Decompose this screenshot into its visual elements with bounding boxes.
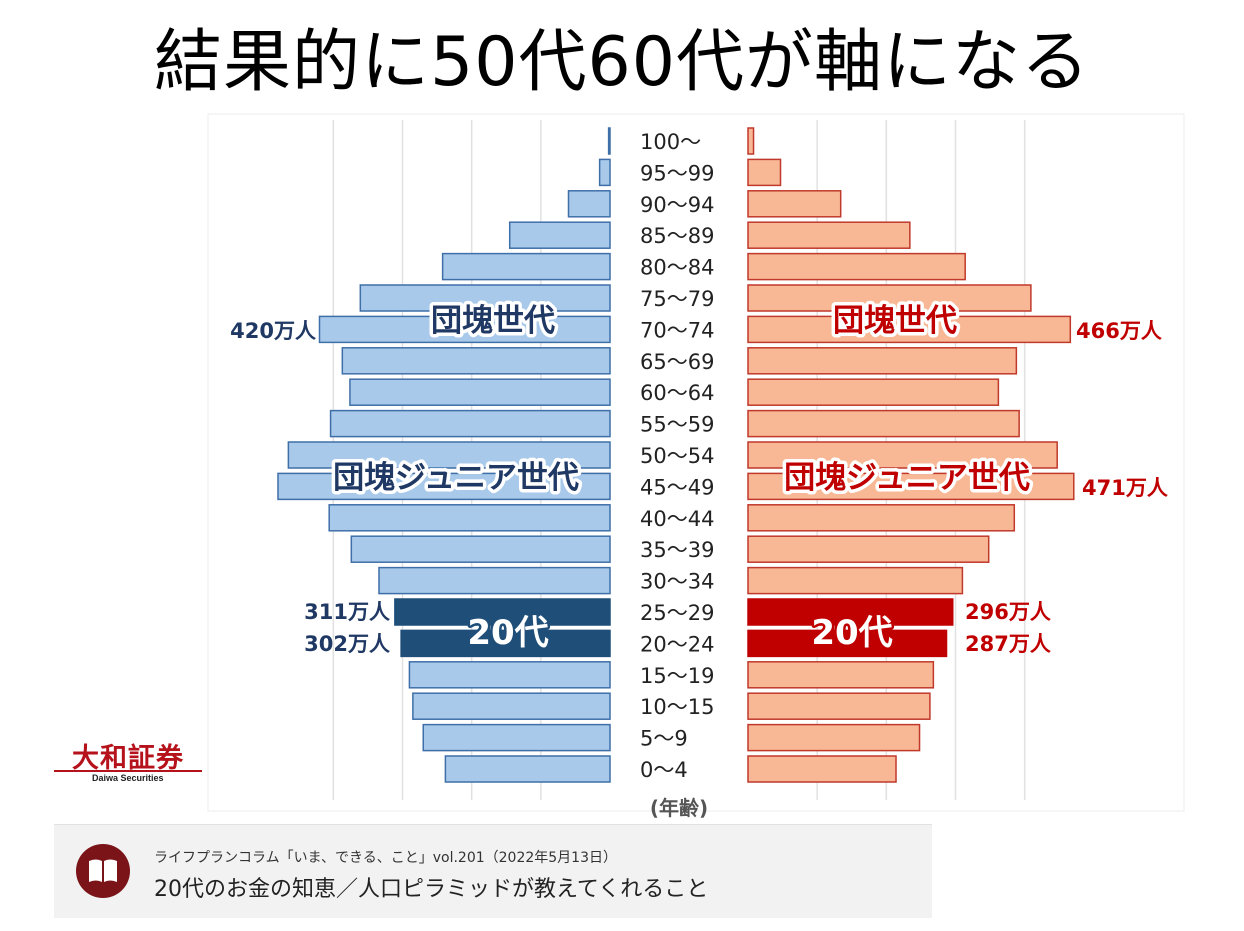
age-tick-label: 45〜49 xyxy=(640,475,714,499)
age-tick-label: 25〜29 xyxy=(640,601,714,625)
age-tick-label: 20〜24 xyxy=(640,632,714,656)
bar-right-14 xyxy=(747,566,964,595)
bar-left-4 xyxy=(441,252,611,281)
age-tick-label: 0〜4 xyxy=(640,758,688,782)
bar-left-2 xyxy=(567,190,611,218)
bar-right-11 xyxy=(747,472,1075,501)
bar-right-12 xyxy=(747,504,1016,532)
value-left-20-24: 302万人 xyxy=(304,632,390,656)
bar-right-3 xyxy=(747,221,911,249)
bar-right-20 xyxy=(747,755,897,783)
label-dankai-junior-right: 団塊ジュニア世代 xyxy=(784,460,1030,496)
age-tick-label: 55〜59 xyxy=(640,413,714,437)
age-tick-label: 35〜39 xyxy=(640,538,714,562)
label-dankai-right-outline: 団塊世代 xyxy=(833,303,957,339)
age-tick-label: 100〜 xyxy=(640,130,701,154)
bar-right-8 xyxy=(747,378,1000,406)
x-axis-label: (年齢) xyxy=(650,796,708,820)
label-dankai-left-outline: 団塊世代 xyxy=(431,303,555,339)
bar-right-18 xyxy=(747,692,931,720)
value-right-45-49: 471万人 xyxy=(1082,476,1168,500)
bar-left-7 xyxy=(341,347,611,375)
bar-right-16 xyxy=(747,629,948,658)
label-dankai-right: 団塊世代 xyxy=(833,303,957,339)
age-tick-label: 5〜9 xyxy=(640,727,688,751)
bar-right-0 xyxy=(747,127,755,155)
value-right-20-24: 287万人 xyxy=(965,632,1051,656)
logo-underline xyxy=(54,770,202,772)
bar-right-4 xyxy=(747,252,966,281)
bar-left-14 xyxy=(378,566,611,595)
daiwa-logo: 大和証券 Daiwa Securities xyxy=(54,736,204,786)
logo-english: Daiwa Securities xyxy=(92,773,164,783)
age-tick-label: 30〜34 xyxy=(640,570,714,594)
book-icon xyxy=(76,844,130,898)
bar-left-18 xyxy=(412,692,611,720)
bar-right-1 xyxy=(747,158,782,187)
bar-right-9 xyxy=(747,409,1020,438)
age-tick-label: 80〜84 xyxy=(640,256,714,280)
age-tick-label: 65〜69 xyxy=(640,350,714,374)
label-dankai-junior-left-outline: 団塊ジュニア世代 xyxy=(333,460,579,496)
age-tick-label: 70〜74 xyxy=(640,318,714,342)
label-20s-left: 20代 xyxy=(467,613,548,653)
age-tick-label: 10〜15 xyxy=(640,695,714,719)
source-title-link[interactable]: 20代のお金の知恵／人口ピラミッドが教えてくれること xyxy=(154,877,709,902)
label-dankai-junior-left: 団塊ジュニア世代 xyxy=(333,460,579,496)
age-tick-label: 50〜54 xyxy=(640,444,714,468)
bar-left-13 xyxy=(350,535,611,563)
bar-right-10 xyxy=(747,441,1058,469)
age-tick-label: 90〜94 xyxy=(640,193,714,217)
bar-right-5 xyxy=(747,284,1032,312)
label-20s-left-outline: 20代 xyxy=(467,613,548,653)
label-20s-right: 20代 xyxy=(811,613,892,653)
bar-right-13 xyxy=(747,535,990,563)
bar-left-0 xyxy=(607,127,611,155)
logo-japanese: 大和証券 xyxy=(72,743,184,774)
bar-left-9 xyxy=(329,409,611,438)
age-tick-label: 60〜64 xyxy=(640,381,714,405)
value-right-25-29: 296万人 xyxy=(965,600,1051,624)
bar-left-3 xyxy=(508,221,611,249)
age-tick-label: 85〜89 xyxy=(640,224,714,248)
age-tick-label: 15〜19 xyxy=(640,664,714,688)
age-tick-label: 75〜79 xyxy=(640,287,714,311)
age-tick-label: 95〜99 xyxy=(640,161,714,185)
bar-left-10 xyxy=(287,441,611,469)
bar-left-16 xyxy=(400,629,611,658)
value-left-25-29: 311万人 xyxy=(304,600,390,624)
bar-left-19 xyxy=(422,723,611,752)
bar-right-19 xyxy=(747,723,921,752)
bar-left-17 xyxy=(408,661,611,689)
value-left-70-74: 420万人 xyxy=(230,319,316,343)
bar-left-5 xyxy=(359,284,611,312)
bar-right-17 xyxy=(747,661,935,689)
bar-left-12 xyxy=(328,504,611,532)
bar-right-2 xyxy=(747,190,842,218)
bar-left-6 xyxy=(318,315,611,344)
source-card[interactable]: ライフプランコラム「いま、できる、こと」vol.201（2022年5月13日） … xyxy=(54,824,932,918)
bar-right-6 xyxy=(747,315,1072,344)
value-right-70-74: 466万人 xyxy=(1076,319,1162,343)
bar-left-20 xyxy=(444,755,611,783)
age-tick-label: 40〜44 xyxy=(640,507,714,531)
bar-left-1 xyxy=(598,158,611,187)
bar-left-8 xyxy=(349,378,611,406)
page-title: 結果的に50代60代が軸になる xyxy=(153,23,1091,102)
label-dankai-junior-right-outline: 団塊ジュニア世代 xyxy=(784,460,1030,496)
bar-left-11 xyxy=(277,472,611,501)
bar-right-15 xyxy=(747,598,954,626)
bar-left-15 xyxy=(394,598,611,626)
label-20s-right-outline: 20代 xyxy=(811,613,892,653)
bar-right-7 xyxy=(747,347,1018,375)
label-dankai-left: 団塊世代 xyxy=(431,303,555,339)
source-subtitle: ライフプランコラム「いま、できる、こと」vol.201（2022年5月13日） xyxy=(154,850,618,866)
